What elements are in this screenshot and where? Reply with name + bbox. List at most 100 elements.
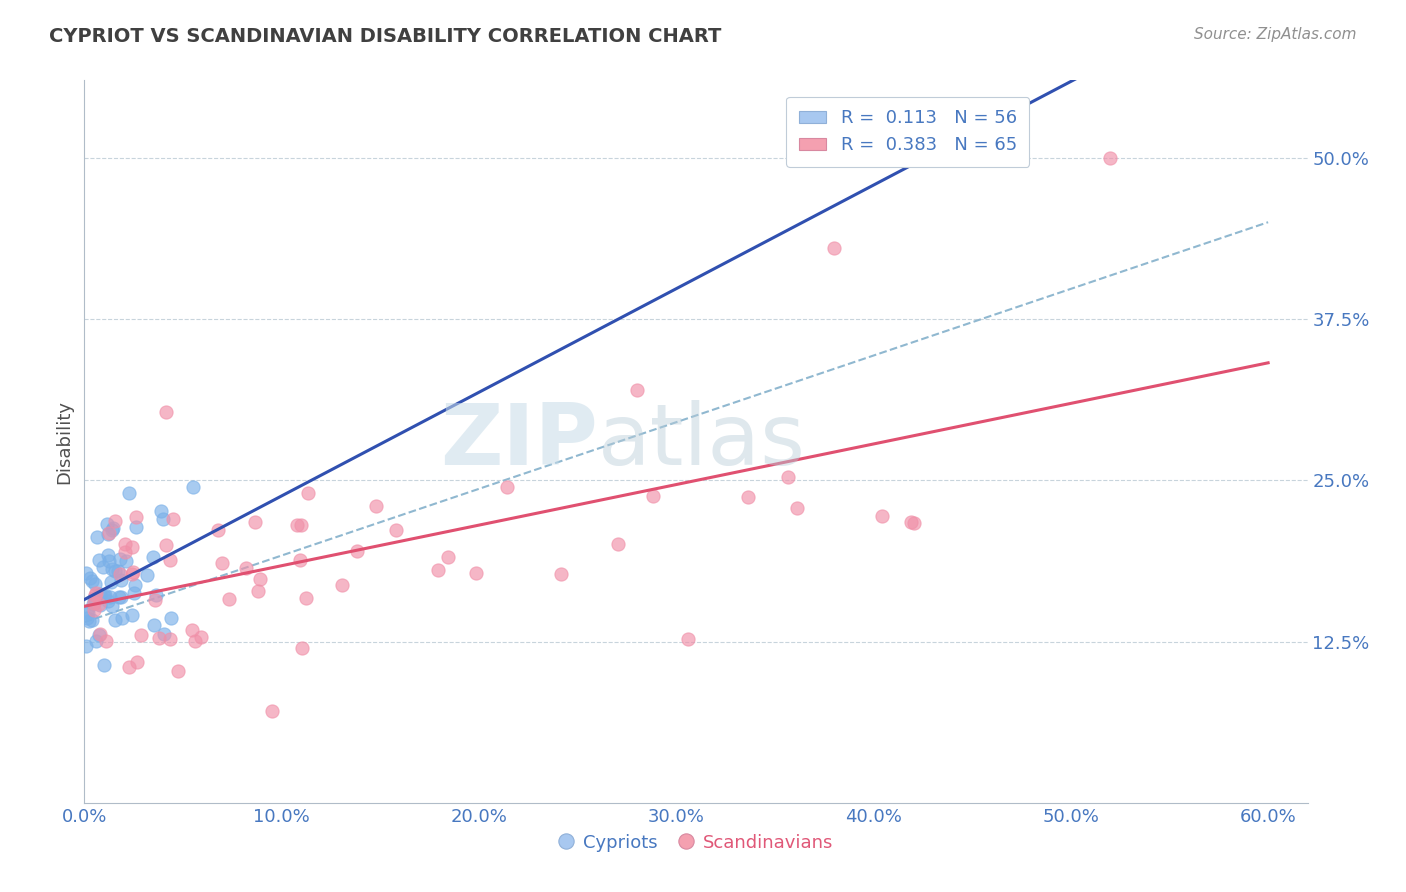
Point	[159, 611, 181, 625]
Point	[291, 641, 314, 656]
Point	[125, 509, 148, 524]
Point	[437, 550, 460, 565]
Point	[124, 578, 146, 592]
Point	[87, 553, 110, 567]
Point	[136, 568, 159, 582]
Point	[330, 578, 353, 592]
Point	[285, 517, 308, 532]
Point	[104, 613, 127, 627]
Point	[82, 597, 104, 611]
Point	[346, 544, 368, 558]
Point	[110, 591, 132, 605]
Point	[297, 485, 319, 500]
Point	[93, 589, 115, 603]
Point	[86, 530, 108, 544]
Point	[104, 565, 127, 579]
Point	[737, 490, 759, 504]
Point	[148, 631, 170, 645]
Point	[626, 383, 648, 397]
Point	[89, 598, 111, 612]
Point	[778, 470, 800, 484]
Point	[121, 567, 143, 582]
Point	[114, 537, 136, 551]
Point	[152, 512, 174, 526]
Point	[76, 604, 98, 618]
Point	[97, 527, 120, 541]
Point	[260, 704, 283, 718]
Text: CYPRIOT VS SCANDINAVIAN DISABILITY CORRELATION CHART: CYPRIOT VS SCANDINAVIAN DISABILITY CORRE…	[49, 27, 721, 45]
Point	[84, 588, 107, 602]
Point	[103, 521, 125, 535]
Point	[1099, 151, 1122, 165]
Point	[426, 563, 449, 577]
Point	[464, 566, 486, 580]
Point	[101, 523, 124, 537]
Point	[77, 614, 100, 628]
Point	[145, 588, 167, 602]
Point	[364, 499, 387, 513]
Point	[786, 500, 808, 515]
Point	[111, 611, 134, 625]
Point	[676, 632, 699, 646]
Point	[96, 634, 118, 648]
Point	[104, 514, 127, 528]
Point	[122, 586, 145, 600]
Point	[550, 566, 572, 581]
Point	[114, 544, 136, 558]
Point	[247, 583, 270, 598]
Point	[900, 516, 922, 530]
Point	[385, 523, 408, 537]
Point	[97, 525, 120, 540]
Point	[97, 554, 120, 568]
Point	[288, 553, 311, 567]
Point	[153, 627, 176, 641]
Point	[143, 593, 166, 607]
Point	[245, 515, 267, 529]
Point	[97, 549, 120, 563]
Text: Source: ZipAtlas.com: Source: ZipAtlas.com	[1194, 27, 1357, 42]
Point	[211, 557, 233, 571]
Point	[249, 572, 271, 586]
Point	[235, 561, 257, 575]
Point	[294, 591, 316, 605]
Point	[117, 660, 139, 674]
Point	[823, 241, 845, 255]
Point	[86, 633, 108, 648]
Point	[110, 573, 132, 587]
Point	[100, 599, 122, 613]
Point	[606, 536, 628, 550]
Point	[83, 591, 105, 606]
Point	[290, 518, 312, 533]
Point	[87, 627, 110, 641]
Text: ZIP: ZIP	[440, 400, 598, 483]
Point	[129, 628, 152, 642]
Point	[84, 586, 107, 600]
Point	[218, 592, 240, 607]
Point	[89, 627, 111, 641]
Point	[155, 405, 177, 419]
Point	[83, 596, 105, 610]
Point	[108, 551, 131, 566]
Point	[641, 489, 664, 503]
Point	[75, 639, 97, 653]
Point	[166, 664, 188, 678]
Point	[181, 624, 204, 638]
Point	[121, 540, 143, 554]
Point	[162, 512, 184, 526]
Point	[114, 554, 136, 568]
Point	[80, 613, 103, 627]
Point	[149, 504, 172, 518]
Point	[143, 618, 166, 632]
Point	[77, 606, 100, 620]
Point	[82, 574, 104, 588]
Point	[79, 571, 101, 585]
Point	[142, 550, 165, 565]
Point	[159, 632, 181, 646]
Point	[87, 597, 110, 611]
Point	[184, 634, 207, 648]
Point	[98, 591, 121, 605]
Point	[903, 516, 925, 530]
Point	[100, 575, 122, 590]
Point	[94, 588, 117, 602]
Point	[127, 656, 149, 670]
